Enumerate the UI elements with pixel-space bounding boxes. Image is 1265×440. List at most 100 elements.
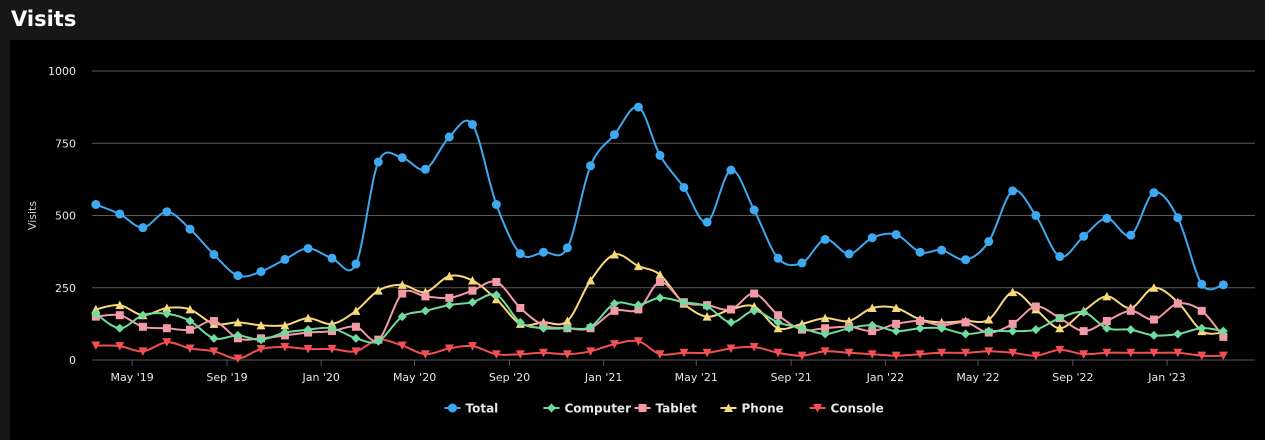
data-point-computer — [1055, 313, 1065, 323]
data-point-phone — [820, 313, 830, 323]
data-point-total — [937, 245, 947, 255]
data-point-phone — [891, 303, 901, 312]
data-point-console — [726, 344, 736, 353]
data-point-total — [467, 119, 477, 129]
data-point-total — [1126, 230, 1136, 240]
data-point-computer — [538, 323, 548, 333]
data-point-tablet — [821, 324, 830, 333]
data-point-computer — [1126, 325, 1136, 335]
legend-item-phone[interactable]: Phone — [720, 402, 784, 416]
data-point-console — [1218, 351, 1228, 361]
data-point-total — [209, 250, 219, 260]
data-point-console — [515, 350, 525, 359]
data-point-total — [1173, 213, 1183, 223]
data-point-console — [1031, 351, 1041, 361]
data-point-phone — [655, 270, 665, 279]
data-point-tablet — [1102, 316, 1111, 325]
data-point-tablet — [1126, 306, 1135, 315]
data-point-total — [726, 165, 736, 175]
data-point-total — [1197, 279, 1207, 289]
series-line-total — [95, 105, 1224, 291]
series-console — [91, 335, 1228, 364]
data-point-computer — [185, 316, 195, 326]
data-point-console — [867, 350, 877, 359]
data-point-tablet — [445, 293, 454, 302]
data-point-phone — [185, 304, 195, 314]
data-point-console — [915, 350, 925, 359]
series-group — [91, 102, 1228, 364]
data-point-tablet — [610, 306, 619, 315]
data-point-total — [280, 254, 290, 264]
data-point-total — [256, 267, 266, 277]
data-point-total — [984, 237, 994, 247]
data-point-computer — [773, 317, 783, 327]
data-point-computer — [256, 335, 266, 345]
data-point-phone — [609, 250, 619, 259]
data-point-console — [844, 348, 854, 358]
data-point-computer — [351, 333, 361, 343]
legend-item-computer[interactable]: Computer — [543, 402, 632, 416]
data-point-console — [491, 350, 501, 359]
data-point-total — [844, 249, 854, 259]
data-point-computer — [1008, 326, 1018, 336]
data-point-total — [1055, 252, 1065, 262]
data-point-computer — [702, 302, 712, 312]
data-point-total — [702, 217, 712, 227]
data-point-total — [444, 132, 454, 142]
data-point-console — [303, 345, 313, 354]
data-point-computer — [1102, 323, 1112, 333]
data-point-console — [185, 344, 195, 353]
data-point-tablet — [351, 322, 360, 331]
data-point-console — [280, 342, 290, 352]
data-point-phone — [303, 313, 313, 323]
data-point-total — [915, 247, 925, 257]
data-point-tablet — [186, 325, 195, 334]
data-point-console — [444, 344, 454, 353]
data-point-tablet — [162, 324, 171, 333]
data-point-tablet — [115, 311, 124, 320]
data-point-computer — [373, 336, 383, 346]
legend-item-tablet[interactable]: Tablet — [634, 402, 698, 416]
legend-label: Phone — [742, 402, 784, 416]
data-point-computer — [115, 323, 125, 333]
data-point-tablet — [421, 292, 430, 301]
data-point-computer — [586, 322, 596, 332]
data-point-console — [655, 350, 665, 359]
data-point-total — [491, 200, 501, 210]
data-point-tablet — [1079, 327, 1088, 336]
data-point-console — [420, 350, 430, 359]
data-point-phone — [1055, 323, 1065, 333]
legend-marker-total — [448, 403, 457, 413]
data-point-total — [797, 258, 807, 268]
data-point-computer — [797, 323, 807, 333]
data-point-console — [162, 338, 172, 347]
data-point-computer — [138, 310, 148, 320]
data-point-total — [1008, 186, 1018, 196]
data-point-console — [586, 347, 596, 356]
legend-item-total[interactable]: Total — [444, 402, 499, 416]
x-tick-label: Sep '21 — [771, 371, 812, 384]
data-point-console — [1055, 345, 1065, 355]
data-point-total — [327, 253, 337, 263]
data-point-phone — [984, 315, 994, 324]
data-point-computer — [655, 293, 665, 303]
data-point-console — [633, 337, 643, 346]
data-point-computer — [303, 325, 313, 335]
legend-item-console[interactable]: Console — [809, 402, 884, 416]
legend-label: Tablet — [656, 402, 698, 416]
data-point-console — [1126, 348, 1136, 358]
data-point-phone — [91, 304, 101, 314]
legend-label: Total — [466, 402, 499, 416]
data-point-tablet — [1173, 299, 1182, 308]
x-tick-label: May '21 — [675, 371, 718, 384]
x-tick-label: May '20 — [393, 371, 436, 384]
data-point-phone — [633, 261, 643, 271]
data-point-computer — [397, 312, 407, 322]
x-tick-label: Jan '21 — [584, 371, 622, 384]
y-tick-label: 0 — [69, 354, 76, 367]
x-tick-label: Sep '20 — [489, 371, 530, 384]
data-point-total — [820, 234, 830, 244]
data-point-console — [138, 347, 148, 356]
data-point-phone — [586, 276, 596, 285]
data-point-computer — [491, 290, 501, 300]
